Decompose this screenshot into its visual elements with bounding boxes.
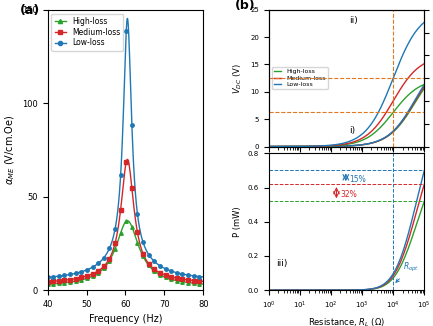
Legend: High-loss, Medium-loss, Low-loss: High-loss, Medium-loss, Low-loss	[52, 14, 123, 51]
Text: ii): ii)	[349, 16, 359, 25]
Text: (a): (a)	[19, 4, 40, 17]
Text: i): i)	[349, 126, 356, 135]
X-axis label: Frequency (Hz): Frequency (Hz)	[89, 314, 162, 324]
Text: $R_{opt}$: $R_{opt}$	[396, 261, 419, 282]
Y-axis label: $\alpha_{ME}$ (V/cm.Oe): $\alpha_{ME}$ (V/cm.Oe)	[3, 115, 16, 185]
Legend: High-loss, Medium-loss, Low-loss: High-loss, Medium-loss, Low-loss	[272, 67, 327, 89]
Text: iii): iii)	[276, 259, 288, 268]
Y-axis label: $V_{DC}$ (V): $V_{DC}$ (V)	[232, 63, 244, 94]
X-axis label: Resistance, $R_L$ ($\Omega$): Resistance, $R_L$ ($\Omega$)	[308, 317, 385, 326]
Y-axis label: P (mW): P (mW)	[233, 206, 242, 237]
Text: (b): (b)	[234, 0, 255, 12]
Text: 32%: 32%	[340, 190, 357, 199]
Text: 15%: 15%	[350, 174, 366, 184]
